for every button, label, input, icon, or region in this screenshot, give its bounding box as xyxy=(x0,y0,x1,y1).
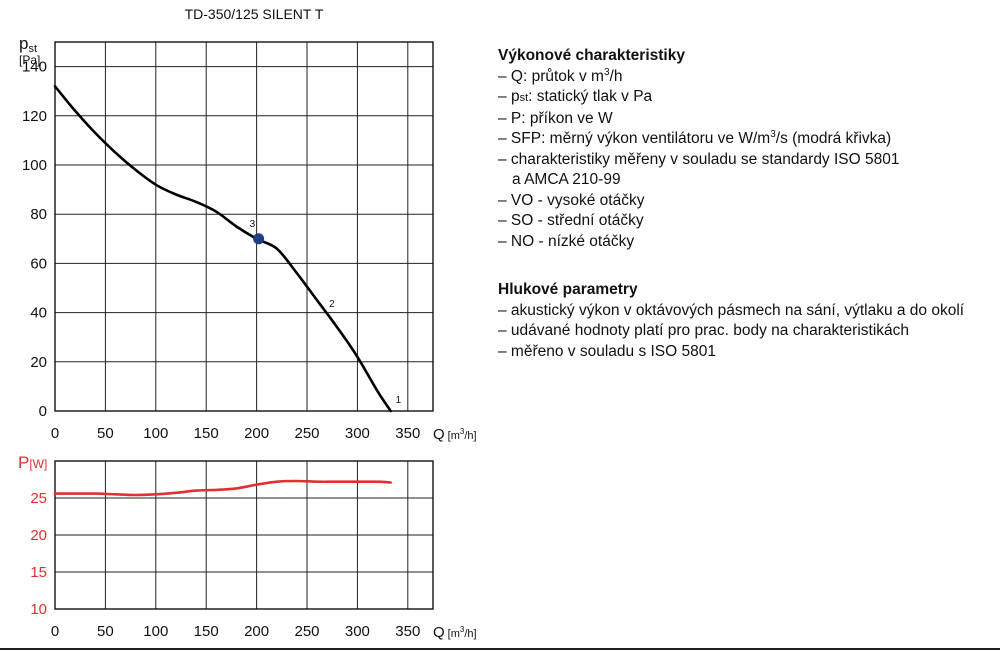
pressure-chart-frame xyxy=(54,41,434,412)
pressure-x-label: Q [m3/h] xyxy=(433,426,477,443)
pressure-x-tick-label: 300 xyxy=(345,425,370,442)
noise-item-2: – udávané hodnoty platí pro prac. body n… xyxy=(498,322,910,339)
pressure-y-tick-label: 140 xyxy=(22,59,47,76)
power-x-tick-label: 200 xyxy=(244,623,269,640)
power-x-tick-label: 100 xyxy=(143,623,168,640)
pressure-curves xyxy=(53,85,392,413)
chart-title: TD-350/125 SILENT T xyxy=(185,6,324,22)
power-x-tick-label: 250 xyxy=(294,623,319,640)
pressure-x-tick-label: 200 xyxy=(244,425,269,442)
pressure-x-tick-label: 350 xyxy=(395,425,420,442)
power-y-label: P[W] xyxy=(18,453,47,472)
power-y-tick-label: 25 xyxy=(30,490,47,507)
pressure-y-label: pst xyxy=(19,34,37,55)
power-x-ticks: 0 50 100 150 200 250 300 350 xyxy=(51,623,420,640)
power-curves xyxy=(53,479,392,497)
legend-item-p: – P: příkon ve W xyxy=(498,109,613,127)
power-x-tick-label: 350 xyxy=(395,623,420,640)
power-y-tick-label: 10 xyxy=(30,601,47,618)
pressure-x-tick-label: 150 xyxy=(194,425,219,442)
legend-item-so: – SO - střední otáčky xyxy=(498,212,644,229)
pressure-y-tick-label: 100 xyxy=(22,157,47,174)
operating-point-marker xyxy=(253,233,265,245)
legend-item-q: – Q: průtok v m3/h xyxy=(498,66,623,85)
pressure-x-tick-label: 0 xyxy=(51,425,59,442)
operating-point-label: 2 xyxy=(329,299,335,310)
noise-item-3: – měřeno v souladu s ISO 5801 xyxy=(498,342,716,360)
pressure-chart-grid xyxy=(55,42,433,411)
power-chart-grid xyxy=(55,461,433,609)
pressure-series-line xyxy=(53,85,392,413)
pressure-x-ticks: 0 50 100 150 200 250 300 350 xyxy=(51,425,420,442)
performance-heading: Výkonové charakteristiky xyxy=(498,47,685,64)
operating-point-label: 3 xyxy=(250,219,256,230)
legend-panel: Výkonové charakteristiky – Q: průtok v m… xyxy=(498,46,998,362)
legend-item-pst: – pst: statický tlak v Pa xyxy=(498,88,653,105)
power-y-ticks: 10 15 20 25 xyxy=(30,490,47,618)
power-x-tick-label: 0 xyxy=(51,623,59,640)
power-x-tick-label: 150 xyxy=(194,623,219,640)
legend-item-sfp: – SFP: měrný výkon ventilátoru ve W/m3/s… xyxy=(498,128,892,147)
power-y-tick-label: 15 xyxy=(30,564,47,581)
pressure-x-tick-label: 50 xyxy=(97,425,114,442)
operating-points: 3 2 1 xyxy=(250,219,402,406)
pressure-y-tick-label: 0 xyxy=(39,403,47,420)
power-y-tick-label: 20 xyxy=(30,527,47,544)
power-series-line xyxy=(53,479,392,497)
legend-item-iso-cont: a AMCA 210-99 xyxy=(512,171,621,188)
power-chart-frame xyxy=(54,460,434,610)
bottom-rule xyxy=(0,648,1000,650)
pressure-x-tick-label: 100 xyxy=(143,425,168,442)
noise-heading: Hlukové parametry xyxy=(498,281,638,298)
pressure-y-ticks: 0 20 40 60 80 100 120 140 xyxy=(22,59,47,420)
pressure-x-tick-label: 250 xyxy=(294,425,319,442)
operating-point-label: 1 xyxy=(396,395,402,406)
noise-item-1: – akustický výkon v oktávových pásmech n… xyxy=(498,301,965,319)
pressure-y-tick-label: 80 xyxy=(30,206,47,223)
legend-item-no: – NO - nízké otáčky xyxy=(498,232,635,250)
pressure-y-tick-label: 40 xyxy=(30,305,47,322)
pressure-y-tick-label: 120 xyxy=(22,108,47,125)
pressure-y-tick-label: 60 xyxy=(30,255,47,272)
power-x-tick-label: 50 xyxy=(97,623,114,640)
legend-item-iso: – charakteristiky měřeny v souladu se st… xyxy=(498,150,900,168)
legend-item-vo: – VO - vysoké otáčky xyxy=(498,191,645,209)
power-x-label: Q [m3/h] xyxy=(433,624,477,641)
pressure-y-unit: [Pa] xyxy=(19,53,40,67)
pressure-y-tick-label: 20 xyxy=(30,354,47,371)
power-x-tick-label: 300 xyxy=(345,623,370,640)
